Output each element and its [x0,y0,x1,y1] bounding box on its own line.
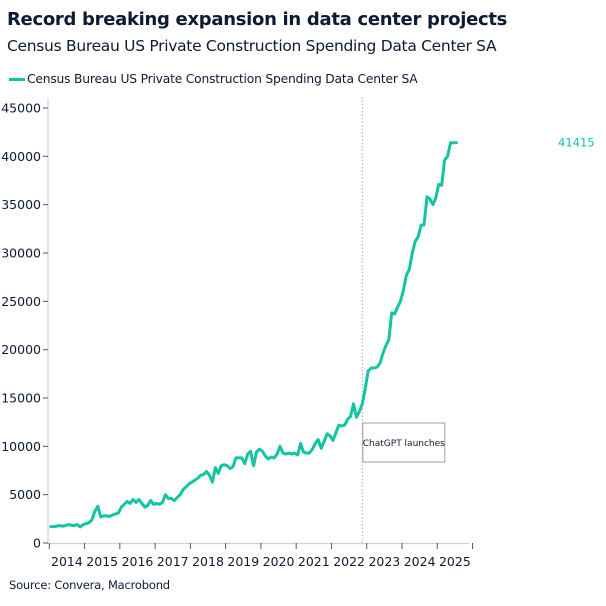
y-tick-label: 40000 [1,149,41,164]
x-tick-label: 2022 [333,554,365,569]
annotation-label: ChatGPT launches [363,439,445,449]
x-tick-label: 2021 [298,554,330,569]
x-tick-label: 2017 [157,554,189,569]
x-tick-label: 2015 [86,554,118,569]
y-tick-label: 30000 [1,246,41,261]
y-tick-label: 0 [33,536,41,551]
y-tick-label: 25000 [1,294,41,309]
series-line [49,141,458,529]
x-tick-label: 2019 [227,554,259,569]
chart-subtitle: Census Bureau US Private Construction Sp… [7,37,497,55]
x-tick-label: 2025 [439,554,471,569]
legend-swatch [9,77,25,81]
y-tick-label: 5000 [9,487,41,502]
y-tick-label: 45000 [1,101,41,116]
x-tick-label: 2018 [192,554,224,569]
source-note: Source: Convera, Macrobond [9,578,170,592]
chart-title: Record breaking expansion in data center… [7,9,508,30]
y-tick-label: 20000 [1,342,41,357]
y-tick-label: 35000 [1,197,41,212]
x-tick-label: 2016 [122,554,154,569]
x-tick-label: 2024 [404,554,436,569]
x-tick-label: 2023 [368,554,400,569]
x-tick-label: 2014 [51,554,83,569]
annotation-box [362,422,446,463]
legend-label: Census Bureau US Private Construction Sp… [27,72,418,86]
last-value-label: 41415 [558,136,595,150]
y-tick-label: 15000 [1,391,41,406]
legend: Census Bureau US Private Construction Sp… [9,72,418,86]
x-tick-label: 2020 [263,554,295,569]
y-tick-label: 10000 [1,439,41,454]
